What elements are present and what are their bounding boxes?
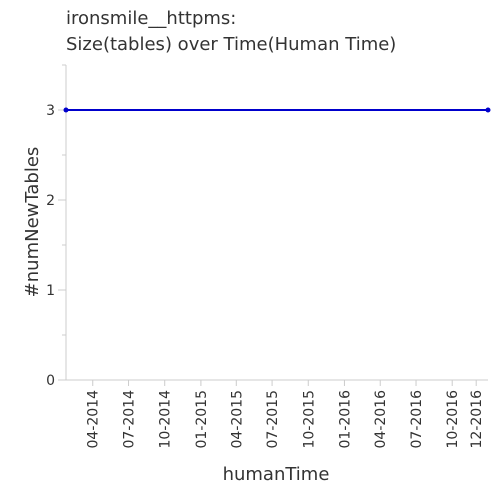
- x-tick-label: 07-2016: [409, 390, 425, 449]
- chart-title-line-1: ironsmile__httpms:: [66, 8, 236, 29]
- x-tick-label: 04-2016: [373, 390, 389, 449]
- y-ticks: 0 1 2 3: [46, 64, 66, 389]
- y-axis-label: #numNewTables: [22, 147, 43, 298]
- y-tick-label: 2: [46, 193, 55, 209]
- x-tick-label: 01-2015: [194, 390, 210, 449]
- series-layer: [63, 107, 491, 113]
- x-tick-label: 04-2015: [229, 390, 245, 449]
- x-tick-label: 10-2016: [445, 390, 461, 449]
- data-point: [63, 107, 69, 113]
- x-tick-label: 10-2014: [158, 390, 174, 449]
- x-tick-label: 12-2016: [469, 390, 485, 449]
- y-tick-label: 0: [46, 373, 55, 389]
- data-point: [485, 107, 491, 113]
- x-tick-label: 10-2015: [301, 390, 317, 449]
- y-tick-label: 1: [46, 283, 55, 299]
- x-tick-label: 07-2014: [122, 390, 138, 449]
- y-tick-label: 3: [46, 103, 55, 119]
- chart-title-line-2: Size(tables) over Time(Human Time): [66, 34, 396, 55]
- x-tick-label: 07-2015: [265, 390, 281, 449]
- x-tick-label: 01-2016: [337, 390, 353, 449]
- x-tick-label: 04-2014: [86, 390, 102, 449]
- x-axis-label: humanTime: [223, 464, 330, 485]
- x-ticks: 04-2014 07-2014 10-2014 01-2015 04-2015 07-20…: [86, 380, 485, 449]
